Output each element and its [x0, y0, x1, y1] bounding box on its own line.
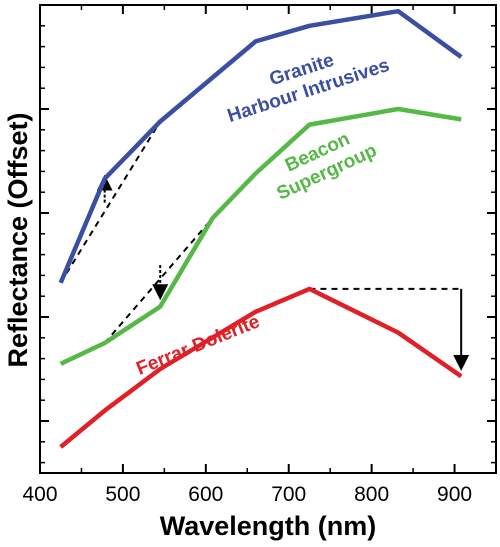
- plot-frame: [39, 4, 497, 474]
- y-major-ticks: [40, 4, 496, 422]
- series-line-2: [59, 286, 463, 449]
- x-tick-label-600: 600: [188, 483, 223, 506]
- continuum-dashed-line-0: [59, 120, 162, 284]
- series-line-1: [59, 106, 462, 366]
- series-label-line: Ferrar Dolerite: [134, 311, 263, 380]
- y-minor-ticks: [40, 25, 496, 464]
- x-tick-label-500: 500: [105, 483, 140, 506]
- annotation-layer: [59, 120, 470, 371]
- x-axis-title: Wavelength (nm): [160, 511, 377, 541]
- series-line-0: [58, 8, 463, 284]
- x-tick-label-900: 900: [437, 483, 472, 506]
- x-tick-label-700: 700: [271, 483, 306, 506]
- x-ticks: [39, 5, 456, 473]
- x-tick-label-800: 800: [354, 483, 389, 506]
- x-tick-labels: 400 500 600 700 800 900: [22, 483, 472, 506]
- series-lines: [58, 8, 463, 449]
- continuum-dashed-line-1: [103, 217, 214, 344]
- series-label-2: Ferrar Dolerite: [134, 311, 263, 380]
- x-tick-label-400: 400: [22, 483, 57, 506]
- y-axis-title: Reflectance (Offset): [3, 112, 33, 367]
